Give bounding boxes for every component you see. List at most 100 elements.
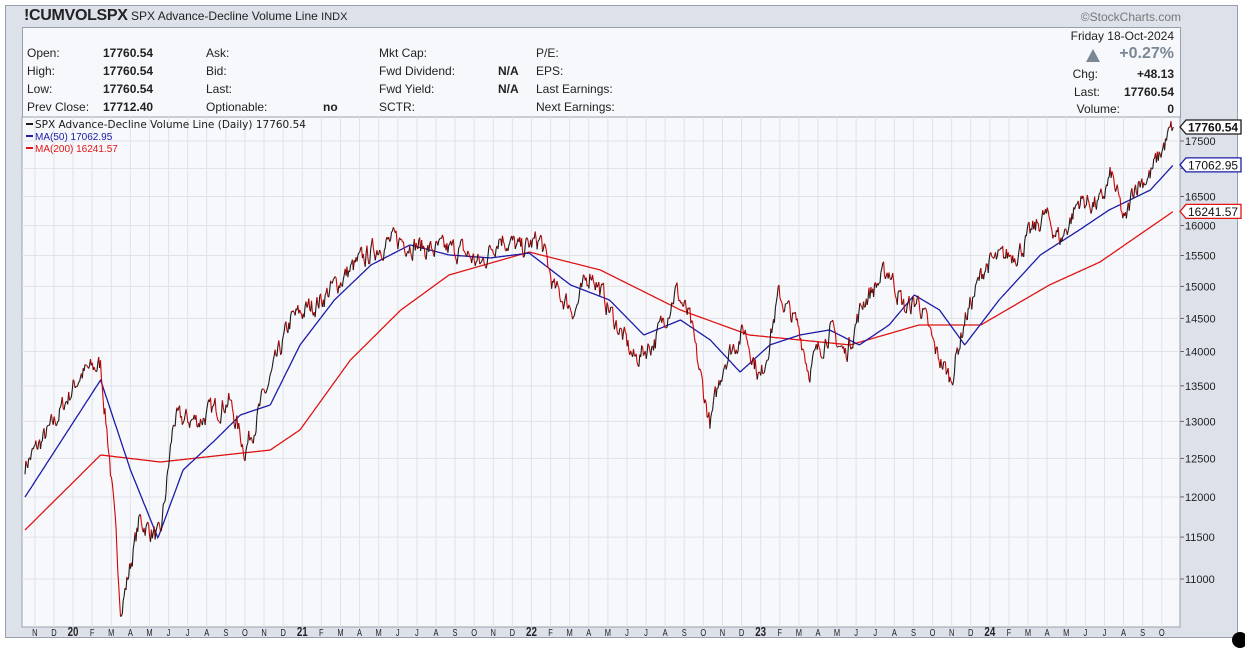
price-segment bbox=[1173, 127, 1174, 129]
x-tick-label: J bbox=[644, 627, 648, 638]
y-tick-label: 11000 bbox=[1185, 574, 1215, 586]
price-segment bbox=[1076, 204, 1077, 206]
price-segment bbox=[1054, 235, 1055, 236]
x-tick-label: N bbox=[949, 627, 954, 638]
x-tick-label: O bbox=[242, 627, 248, 638]
price-segment bbox=[929, 326, 930, 327]
x-tick-label: A bbox=[1045, 627, 1050, 638]
price-segment bbox=[921, 317, 922, 318]
legend-label: MA(50) 17062.95 bbox=[35, 132, 113, 143]
price-segment bbox=[369, 264, 370, 265]
x-tick-label: S bbox=[1140, 627, 1145, 638]
price-segment bbox=[1168, 127, 1169, 129]
x-tick-label: D bbox=[51, 627, 56, 638]
price-segment bbox=[56, 425, 57, 426]
price-segment bbox=[499, 239, 500, 240]
y-tick-label: 17500 bbox=[1185, 136, 1216, 148]
price-segment bbox=[959, 349, 960, 350]
price-segment bbox=[915, 304, 916, 305]
price-segment bbox=[493, 254, 494, 255]
price-segment bbox=[758, 372, 759, 373]
x-tick-label: N bbox=[491, 627, 496, 638]
x-tick-label: A bbox=[892, 627, 897, 638]
legend-label: SPX Advance-Decline Volume Line (Daily) … bbox=[35, 119, 306, 131]
price-segment bbox=[664, 327, 665, 328]
price-segment bbox=[476, 261, 477, 262]
x-tick-label: A bbox=[128, 627, 133, 638]
price-segment bbox=[692, 321, 693, 322]
price-segment bbox=[793, 313, 794, 314]
x-tick-label: M bbox=[108, 627, 114, 638]
last-value-label: 17062.95 bbox=[1188, 158, 1238, 172]
price-segment bbox=[577, 304, 578, 305]
price-segment bbox=[763, 373, 764, 374]
price-segment bbox=[658, 322, 659, 323]
x-tick-label: O bbox=[471, 627, 477, 638]
x-tick-label: D bbox=[510, 627, 515, 638]
y-tick-label: 13000 bbox=[1185, 416, 1216, 428]
price-segment bbox=[1063, 236, 1064, 237]
price-segment bbox=[1154, 158, 1155, 159]
x-tick-label: N bbox=[720, 627, 725, 638]
y-tick-label: 14500 bbox=[1185, 313, 1216, 325]
price-segment bbox=[263, 389, 264, 390]
price-segment bbox=[538, 240, 539, 241]
price-segment bbox=[1152, 168, 1153, 169]
x-tick-label: M bbox=[146, 627, 152, 638]
y-tick-label: 16000 bbox=[1185, 221, 1216, 233]
price-segment bbox=[659, 321, 660, 323]
y-tick-label: 12000 bbox=[1185, 492, 1216, 504]
x-tick-label: A bbox=[586, 627, 591, 638]
price-segment bbox=[1147, 177, 1148, 179]
x-tick-label: F bbox=[319, 627, 324, 638]
x-tick-label: J bbox=[854, 627, 858, 638]
x-tick-label: M bbox=[1063, 627, 1069, 638]
x-tick-label: 23 bbox=[755, 626, 766, 640]
price-segment bbox=[378, 254, 379, 255]
price-segment bbox=[928, 326, 929, 327]
x-tick-label: A bbox=[663, 627, 668, 638]
x-tick-label: F bbox=[1007, 627, 1012, 638]
x-tick-label: J bbox=[186, 627, 190, 638]
x-tick-label: M bbox=[796, 627, 802, 638]
price-segment bbox=[480, 263, 481, 264]
x-tick-label: A bbox=[204, 627, 209, 638]
x-tick-label: N bbox=[32, 627, 37, 638]
price-segment bbox=[999, 250, 1000, 251]
price-segment bbox=[992, 257, 993, 258]
price-segment bbox=[855, 324, 856, 325]
price-segment bbox=[1076, 204, 1077, 205]
price-segment bbox=[744, 333, 745, 334]
price-segment bbox=[523, 257, 524, 258]
price-segment bbox=[436, 241, 437, 242]
x-tick-label: A bbox=[433, 627, 438, 638]
x-tick-label: F bbox=[777, 627, 782, 638]
price-segment bbox=[47, 426, 48, 427]
y-tick-label: 12500 bbox=[1185, 453, 1216, 465]
price-segment bbox=[924, 309, 925, 310]
price-segment bbox=[544, 244, 545, 245]
price-segment bbox=[351, 263, 352, 265]
x-tick-label: 22 bbox=[526, 626, 537, 640]
x-tick-label: J bbox=[1103, 627, 1107, 638]
last-value-label: 16241.57 bbox=[1188, 205, 1238, 219]
x-tick-label: 21 bbox=[297, 626, 308, 640]
legend-label: MA(200) 16241.57 bbox=[35, 144, 118, 155]
y-tick-label: 13500 bbox=[1185, 381, 1216, 393]
price-segment bbox=[392, 231, 393, 232]
x-tick-label: A bbox=[815, 627, 820, 638]
x-tick-label: A bbox=[357, 627, 362, 638]
x-tick-label: J bbox=[167, 627, 171, 638]
x-tick-label: J bbox=[625, 627, 629, 638]
x-tick-label: F bbox=[90, 627, 95, 638]
price-segment bbox=[333, 278, 334, 279]
x-tick-label: O bbox=[700, 627, 706, 638]
price-segment bbox=[1044, 213, 1045, 214]
x-tick-label: S bbox=[911, 627, 916, 638]
price-segment bbox=[481, 262, 482, 263]
price-segment bbox=[781, 301, 782, 302]
price-segment bbox=[164, 501, 165, 503]
x-tick-label: M bbox=[834, 627, 840, 638]
price-segment bbox=[561, 301, 562, 302]
